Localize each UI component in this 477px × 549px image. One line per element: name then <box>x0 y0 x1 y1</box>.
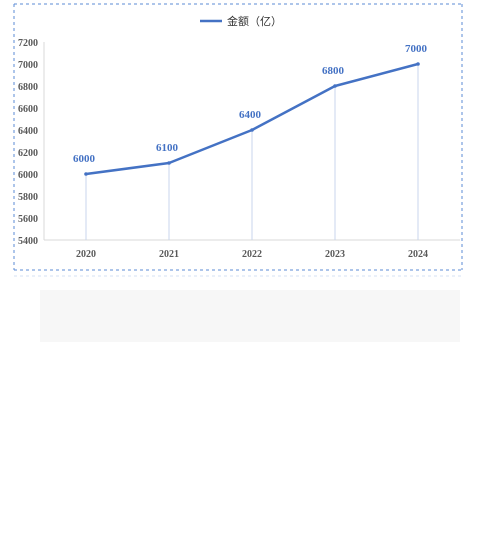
y-tick-label: 5400 <box>18 236 38 247</box>
y-tick-label: 7000 <box>18 60 38 71</box>
data-point <box>250 128 254 132</box>
y-tick-label: 5800 <box>18 192 38 203</box>
legend-label: 金额（亿） <box>227 14 282 28</box>
data-point <box>416 62 420 66</box>
data-point <box>84 172 88 176</box>
y-tick-label: 6000 <box>18 170 38 181</box>
legend: 金额（亿） <box>200 14 282 28</box>
y-tick-label: 6200 <box>18 148 38 159</box>
data-point <box>167 161 171 165</box>
y-tick-label: 6600 <box>18 104 38 115</box>
x-tick-label: 2022 <box>242 249 262 260</box>
data-point <box>333 84 337 88</box>
x-tick-label: 2021 <box>159 249 179 260</box>
data-label: 6400 <box>239 109 262 121</box>
y-tick-label: 5600 <box>18 214 38 225</box>
y-tick-label: 6400 <box>18 126 38 137</box>
y-tick-label: 7200 <box>18 38 38 49</box>
plot-area: 5400 5600 5800 6000 6200 6400 6600 6800 7000 7200… <box>18 38 460 260</box>
reflection-band <box>40 290 460 342</box>
x-tick-label: 2023 <box>325 249 345 260</box>
data-label: 6100 <box>156 142 179 154</box>
x-tick-label: 2020 <box>76 249 96 260</box>
data-label: 6800 <box>322 65 345 77</box>
data-label: 7000 <box>405 43 428 55</box>
y-tick-label: 6800 <box>18 82 38 93</box>
data-label: 6000 <box>73 153 96 165</box>
x-tick-label: 2024 <box>408 249 428 260</box>
